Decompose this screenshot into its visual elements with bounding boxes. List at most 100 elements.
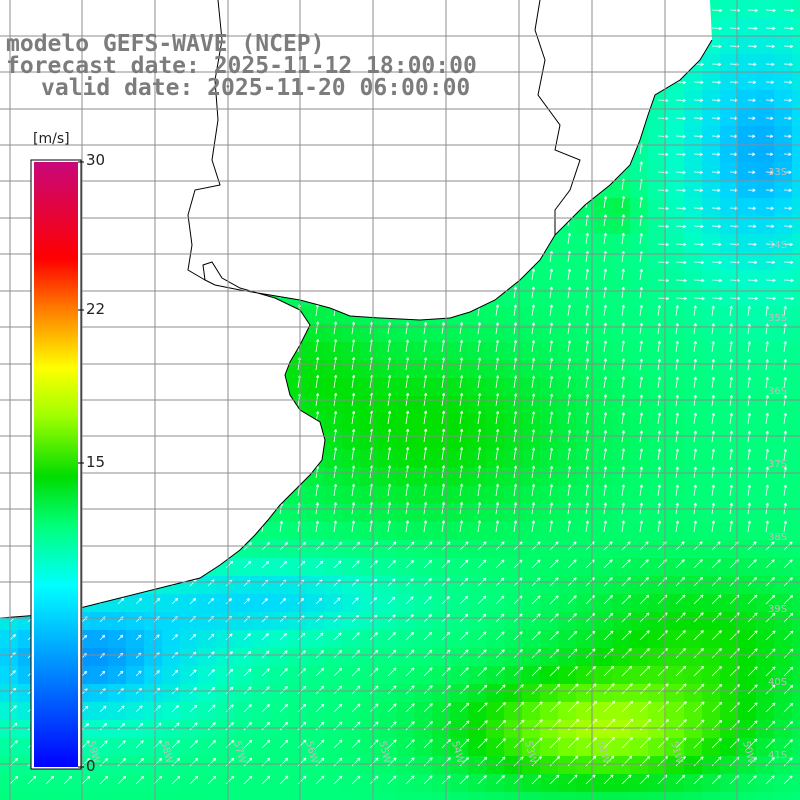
wind-cell (666, 450, 684, 468)
wind-cell (414, 522, 432, 540)
wind-arrow (477, 775, 487, 785)
wind-cell (324, 702, 342, 720)
wind-cell (0, 738, 18, 756)
wind-cell (270, 630, 288, 648)
colorbar-label-0: 0 (86, 757, 96, 775)
wind-cell (198, 720, 216, 738)
wind-arrow (765, 684, 776, 695)
wind-arrow (621, 559, 631, 569)
wind-arrow (567, 630, 578, 641)
wind-cell (252, 720, 270, 738)
wind-cell (792, 198, 800, 216)
wind-cell (774, 630, 792, 648)
wind-arrow (747, 152, 756, 156)
wind-cell (540, 468, 558, 486)
wind-cell (738, 630, 756, 648)
wind-cell (432, 414, 450, 432)
wind-cell (522, 414, 540, 432)
wind-arrow (549, 502, 554, 515)
wind-cell (612, 360, 630, 378)
wind-arrow (783, 520, 788, 533)
wind-cell (378, 594, 396, 612)
wind-cell (0, 630, 18, 648)
wind-cell (432, 756, 450, 774)
wind-cell (558, 720, 576, 738)
wind-arrow (693, 594, 704, 605)
wind-cell (738, 360, 756, 378)
wind-cell (342, 792, 360, 800)
wind-cell (612, 378, 630, 396)
wind-cell (738, 72, 756, 90)
wind-cell (612, 252, 630, 270)
wind-cell (324, 324, 342, 342)
wind-arrow (189, 775, 199, 785)
wind-arrow (531, 683, 543, 695)
wind-arrow (585, 700, 598, 713)
wind-arrow (477, 631, 487, 641)
wind-cell (0, 774, 18, 792)
wind-arrow (117, 670, 124, 677)
wind-cell (360, 342, 378, 360)
wind-arrow (423, 410, 428, 425)
wind-cell (360, 558, 378, 576)
wind-cell (774, 666, 792, 684)
wind-arrow (297, 650, 306, 659)
wind-cell (270, 738, 288, 756)
wind-arrow (513, 322, 518, 335)
wind-cell (216, 630, 234, 648)
wind-cell (540, 684, 558, 702)
wind-cell (252, 702, 270, 720)
wind-cell (414, 342, 432, 360)
wind-arrow (261, 650, 270, 659)
wind-cell (144, 612, 162, 630)
wind-arrow (621, 322, 626, 335)
wind-cell (792, 378, 800, 396)
wind-cell (252, 594, 270, 612)
wind-cell (738, 198, 756, 216)
wind-arrow (549, 322, 554, 335)
wind-cell (306, 792, 324, 800)
wind-cell (702, 702, 720, 720)
wind-cell (486, 324, 504, 342)
wind-arrow (747, 116, 756, 120)
wind-arrow (585, 736, 598, 749)
wind-cell (576, 756, 594, 774)
wind-cell (576, 414, 594, 432)
wind-arrow (459, 684, 470, 695)
wind-cell (612, 288, 630, 306)
wind-cell (774, 702, 792, 720)
wind-cell (540, 270, 558, 288)
wind-arrow (333, 447, 338, 461)
wind-cell (612, 702, 630, 720)
wind-cell (0, 684, 18, 702)
wind-cell (792, 468, 800, 486)
wind-arrow (495, 375, 500, 389)
wind-arrow (351, 739, 361, 749)
wind-arrow (783, 296, 795, 301)
wind-cell (306, 774, 324, 792)
wind-arrow (603, 700, 616, 713)
wind-arrow (783, 358, 787, 371)
wind-arrow (567, 375, 572, 389)
wind-cell (126, 702, 144, 720)
wind-cell (162, 648, 180, 666)
wind-cell (252, 630, 270, 648)
wind-cell (360, 486, 378, 504)
wind-cell (540, 522, 558, 540)
wind-cell (144, 774, 162, 792)
wind-cell (576, 720, 594, 738)
wind-arrow (441, 321, 446, 335)
wind-cell (432, 378, 450, 396)
wind-arrow (477, 756, 488, 767)
wind-cell (792, 162, 800, 180)
wind-arrow (477, 649, 487, 659)
wind-arrow (279, 650, 288, 659)
latitude-label: 38S (768, 532, 787, 543)
wind-arrow (783, 594, 794, 605)
wind-cell (756, 504, 774, 522)
wind-cell (792, 0, 800, 18)
wind-cell (756, 252, 774, 270)
wind-cell (540, 324, 558, 342)
wind-cell (648, 162, 666, 180)
